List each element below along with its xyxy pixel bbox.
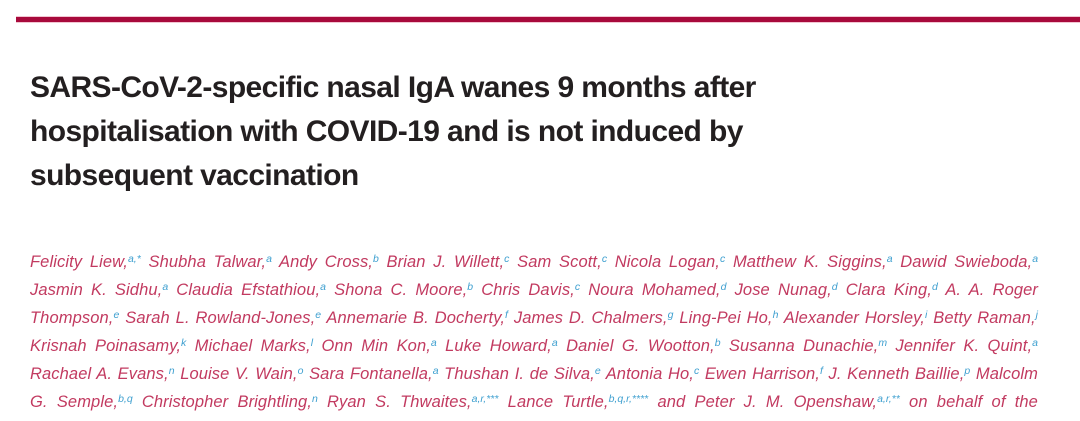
author-name: Louise V. Wain, [180, 365, 298, 383]
article-title-line: SARS-CoV-2-specific nasal IgA wanes 9 mo… [30, 71, 756, 104]
author-affiliation-superscript: g [667, 309, 674, 322]
author-name: Dawid Swieboda, [900, 253, 1033, 271]
author-name: Malcolm G. Semple, [30, 365, 1038, 411]
author-affiliation-superscript: f [819, 365, 823, 378]
author-affiliation-superscript: a [886, 253, 893, 266]
author-affiliation-superscript: c [504, 253, 510, 266]
author-affiliation-superscript: b [714, 337, 721, 350]
author-affiliation-superscript: d [720, 281, 727, 294]
author-affiliation-superscript: b [372, 253, 379, 266]
on-behalf-note: on behalf of the ISARIC4C Investigators … [909, 393, 1038, 411]
author-name: Ewen Harrison, [704, 365, 820, 383]
author-name: Chris Davis, [481, 281, 575, 299]
author-name: Annemarie B. Docherty, [326, 309, 506, 327]
author-affiliation-superscript: b,q [118, 393, 133, 406]
author-name: Noura Mohamed, [588, 281, 721, 299]
author-affiliation-superscript: h [772, 309, 779, 322]
author-affiliation-superscript: n [311, 393, 318, 406]
author-name: Matthew K. Siggins, [732, 253, 887, 271]
author-name: James D. Chalmers, [513, 309, 668, 327]
author-name: Rachael A. Evans, [30, 365, 169, 383]
author-name: J. Kenneth Baillie, [828, 365, 965, 383]
author-name: Thushan I. de Silva, [444, 365, 595, 383]
author-affiliation-superscript: c [601, 253, 608, 266]
author-affiliation-superscript: a [430, 337, 437, 350]
author-name: Jennifer K. Quint, [895, 337, 1033, 355]
author-affiliation-superscript: a [266, 253, 272, 266]
author-name: Nicola Logan, [614, 253, 720, 271]
author-name: Daniel G. Wootton, [566, 337, 715, 355]
author-affiliation-superscript: b,q,r,**** [608, 393, 649, 406]
author-affiliation-superscript: e [594, 365, 601, 378]
article-title-line: subsequent vaccination [30, 159, 359, 192]
author-name: Michael Marks, [194, 337, 311, 355]
author-name: Sam Scott, [517, 253, 602, 271]
author-name: Shona C. Moore, [334, 281, 468, 299]
author-name: Onn Min Kon, [321, 337, 431, 355]
author-name: Felicity Liew, [30, 253, 128, 271]
author-name: Brian J. Willett, [386, 253, 505, 271]
author-name: Sara Fontanella, [309, 365, 433, 383]
author-name: Lance Turtle, [507, 393, 609, 411]
author-affiliation-superscript: c [693, 365, 700, 378]
author-affiliation-superscript: i [924, 309, 928, 322]
author-name: Shubha Talwar, [148, 253, 267, 271]
author-affiliation-superscript: n [168, 365, 175, 378]
author-affiliation-superscript: a [1032, 337, 1039, 350]
author-name: Ling-Pei Ho, [679, 309, 773, 327]
author-name: Jose Nunag, [734, 281, 832, 299]
author-name: Luke Howard, [445, 337, 552, 355]
author-affiliation-superscript: o [297, 365, 304, 378]
author-affiliation-superscript: e [113, 309, 120, 322]
author-name: Alexander Horsley, [783, 309, 925, 327]
author-name: Ryan S. Thwaites, [326, 393, 472, 411]
author-affiliation-superscript: a [432, 365, 439, 378]
article-title-line: hospitalisation with COVID-19 and is not… [30, 115, 743, 148]
author-name: Andy Cross, [279, 253, 373, 271]
author-name: and Peter J. M. Openshaw, [657, 393, 878, 411]
author-name: Antonia Ho, [605, 365, 694, 383]
article-title: SARS-CoV-2-specific nasal IgA wanes 9 mo… [30, 66, 1040, 198]
author-affiliation-superscript: p [964, 365, 971, 378]
author-affiliation-superscript: a,* [127, 253, 141, 266]
author-name: Betty Raman, [933, 309, 1036, 327]
section-divider-rule [16, 16, 1080, 23]
author-name: Krisnah Poinasamy, [30, 337, 182, 355]
author-affiliation-superscript: a [1032, 253, 1039, 266]
author-name: Susanna Dunachie, [728, 337, 879, 355]
author-name: Jasmin K. Sidhu, [30, 281, 163, 299]
author-name: Clara King, [845, 281, 932, 299]
author-name: Sarah L. Rowland-Jones, [125, 309, 316, 327]
author-affiliation-superscript: e [315, 309, 322, 322]
author-affiliation-superscript: d [931, 281, 938, 294]
author-name: Christopher Brightling, [141, 393, 312, 411]
author-affiliation-superscript: m [878, 337, 888, 350]
author-name: Claudia Efstathiou, [176, 281, 321, 299]
author-affiliation-superscript: b [467, 281, 474, 294]
author-affiliation-superscript: j [1035, 309, 1038, 322]
author-affiliation-superscript: a [320, 281, 326, 294]
author-affiliation-superscript: a [551, 337, 558, 350]
author-affiliation-superscript: c [574, 281, 581, 294]
author-name: A. A. Roger Thompson, [30, 281, 1039, 327]
author-affiliation-superscript: f [505, 309, 508, 322]
author-list: Felicity Liew,a,* Shubha Talwar,a Andy C… [30, 248, 1038, 421]
author-affiliation-superscript: a,r,** [877, 393, 900, 406]
author-affiliation-superscript: d [831, 281, 838, 294]
author-affiliation-superscript: k [181, 337, 187, 350]
author-affiliation-superscript: a [162, 281, 169, 294]
author-affiliation-superscript: a,r,*** [471, 393, 499, 406]
author-affiliation-superscript: c [719, 253, 726, 266]
author-affiliation-superscript: l [310, 337, 314, 350]
